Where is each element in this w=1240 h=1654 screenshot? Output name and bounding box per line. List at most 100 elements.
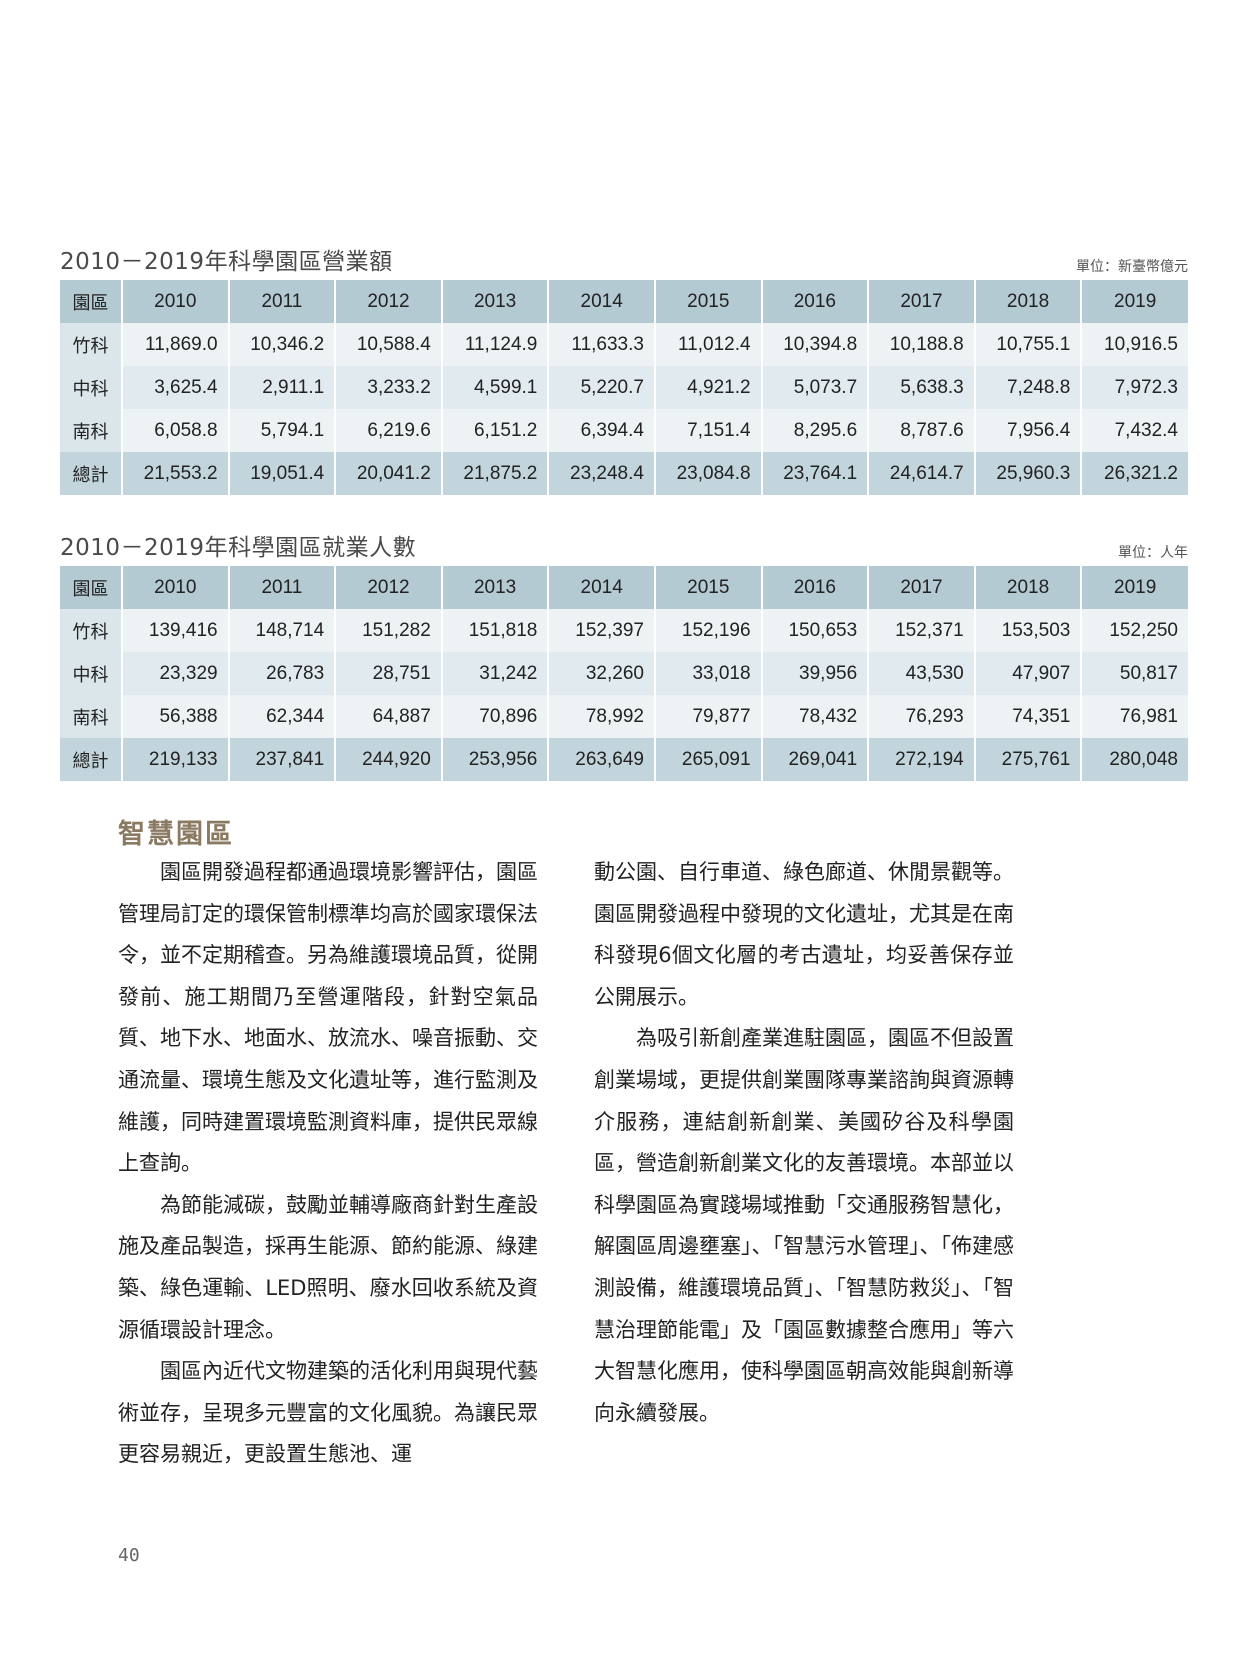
table-cell: 74,351 xyxy=(974,695,1083,738)
employment-table-header: 2010－2019年科學園區就業人數 單位：人年 xyxy=(60,530,1188,566)
column-header-year: 2019 xyxy=(1081,566,1188,609)
paragraph: 園區內近代文物建築的活化利用與現代藝術並存，呈現多元豐富的文化風貌。為讓民眾更容… xyxy=(118,1359,538,1467)
table-cell: 3,625.4 xyxy=(122,366,230,409)
table-header-row: 園區 2010 2011 2012 2013 2014 2015 2016 2017 2018 20… xyxy=(60,566,1188,609)
table-cell: 7,956.4 xyxy=(974,409,1083,452)
column-header-year: 2015 xyxy=(654,280,763,323)
table-cell: 4,599.1 xyxy=(441,366,550,409)
revenue-table-header: 2010－2019年科學園區營業額 單位：新臺幣億元 xyxy=(60,244,1188,280)
table-cell: 7,432.4 xyxy=(1081,409,1188,452)
table-cell: 5,638.3 xyxy=(868,366,976,409)
table-cell: 5,220.7 xyxy=(548,366,656,409)
column-header-year: 2018 xyxy=(974,280,1083,323)
employment-table-title: 2010－2019年科學園區就業人數 xyxy=(60,535,417,561)
table-cell: 6,394.4 xyxy=(548,409,656,452)
table-cell: 280,048 xyxy=(1081,738,1188,781)
table-cell: 3,233.2 xyxy=(335,366,443,409)
table-cell: 24,614.7 xyxy=(868,452,976,495)
table-cell: 26,321.2 xyxy=(1081,452,1188,495)
column-header-year: 2011 xyxy=(228,280,337,323)
table-cell: 21,553.2 xyxy=(122,452,230,495)
table-cell: 253,956 xyxy=(441,738,550,781)
column-header-park: 園區 xyxy=(60,280,123,323)
table-cell: 64,887 xyxy=(335,695,443,738)
table-cell: 10,394.8 xyxy=(761,323,870,366)
column-header-year: 2012 xyxy=(335,566,443,609)
table-cell: 20,041.2 xyxy=(335,452,443,495)
table-cell: 150,653 xyxy=(761,609,870,652)
table-cell: 5,073.7 xyxy=(761,366,870,409)
employment-table: 園區 2010 2011 2012 2013 2014 2015 2016 2017 2018 20… xyxy=(60,566,1188,781)
row-label: 南科 xyxy=(60,695,123,738)
column-header-year: 2017 xyxy=(868,280,976,323)
table-cell: 33,018 xyxy=(654,652,763,695)
table-cell: 8,295.6 xyxy=(761,409,870,452)
table-cell: 152,250 xyxy=(1081,609,1188,652)
table-cell: 263,649 xyxy=(548,738,656,781)
column-header-year: 2017 xyxy=(868,566,976,609)
table-cell: 152,196 xyxy=(654,609,763,652)
column-header-year: 2011 xyxy=(228,566,337,609)
table-cell: 25,960.3 xyxy=(974,452,1083,495)
paragraph: 動公園、自行車道、綠色廊道、休閒景觀等。園區開發過程中發現的文化遺址，尤其是在南… xyxy=(594,860,1014,1009)
section-title: 智慧園區 xyxy=(118,819,234,850)
row-label: 總計 xyxy=(60,452,123,495)
table-cell: 21,875.2 xyxy=(441,452,550,495)
table-cell: 50,817 xyxy=(1081,652,1188,695)
table-cell: 6,219.6 xyxy=(335,409,443,452)
column-header-year: 2013 xyxy=(441,566,550,609)
table-cell: 269,041 xyxy=(761,738,870,781)
table-cell: 237,841 xyxy=(228,738,337,781)
table-cell: 5,794.1 xyxy=(228,409,337,452)
table-cell: 244,920 xyxy=(335,738,443,781)
table-cell: 265,091 xyxy=(654,738,763,781)
table-cell: 11,633.3 xyxy=(548,323,656,366)
column-header-year: 2016 xyxy=(761,566,870,609)
table-cell: 76,293 xyxy=(868,695,976,738)
column-header-year: 2012 xyxy=(335,280,443,323)
table-cell: 6,058.8 xyxy=(122,409,230,452)
table-row: 總計 21,553.2 19,051.4 20,041.2 21,875.2 23,248… xyxy=(60,452,1188,495)
table-cell: 78,432 xyxy=(761,695,870,738)
paragraph: 為節能減碳，鼓勵並輔導廠商針對生產設施及產品製造，採再生能源、節約能源、綠建築、… xyxy=(118,1192,538,1342)
row-label: 中科 xyxy=(60,652,123,695)
row-label: 竹科 xyxy=(60,323,123,366)
table-cell: 23,248.4 xyxy=(548,452,656,495)
table-row: 南科 6,058.8 5,794.1 6,219.6 6,151.2 6,394.4 7,1… xyxy=(60,409,1188,452)
table-cell: 151,818 xyxy=(441,609,550,652)
revenue-table-unit: 單位：新臺幣億元 xyxy=(1076,259,1188,275)
table-cell: 10,755.1 xyxy=(974,323,1083,366)
table-cell: 10,346.2 xyxy=(228,323,337,366)
column-header-park: 園區 xyxy=(60,566,123,609)
table-cell: 152,397 xyxy=(548,609,656,652)
table-cell: 47,907 xyxy=(974,652,1083,695)
table-cell: 23,764.1 xyxy=(761,452,870,495)
table-cell: 2,911.1 xyxy=(228,366,337,409)
row-label: 總計 xyxy=(60,738,123,781)
table-cell: 31,242 xyxy=(441,652,550,695)
table-cell: 10,188.8 xyxy=(868,323,976,366)
table-cell: 11,124.9 xyxy=(441,323,550,366)
column-header-year: 2019 xyxy=(1081,280,1188,323)
table-row: 南科 56,388 62,344 64,887 70,896 78,992 79,877 78… xyxy=(60,695,1188,738)
row-label: 竹科 xyxy=(60,609,123,652)
table-cell: 8,787.6 xyxy=(868,409,976,452)
table-cell: 10,588.4 xyxy=(335,323,443,366)
table-row: 竹科 139,416 148,714 151,282 151,818 152,397 152… xyxy=(60,609,1188,652)
table-row: 總計 219,133 237,841 244,920 253,956 263,649 265… xyxy=(60,738,1188,781)
table-row: 竹科 11,869.0 10,346.2 10,588.4 11,124.9 11,633… xyxy=(60,323,1188,366)
table-cell: 70,896 xyxy=(441,695,550,738)
table-cell: 28,751 xyxy=(335,652,443,695)
table-cell: 7,248.8 xyxy=(974,366,1083,409)
table-cell: 7,972.3 xyxy=(1081,366,1188,409)
row-label: 中科 xyxy=(60,366,123,409)
paragraph: 園區開發過程都通過環境影響評估，園區管理局訂定的環保管制標準均高於國家環保法令，… xyxy=(118,860,538,1176)
table-cell: 26,783 xyxy=(228,652,337,695)
table-cell: 272,194 xyxy=(868,738,976,781)
table-cell: 139,416 xyxy=(122,609,230,652)
table-cell: 153,503 xyxy=(974,609,1083,652)
table-cell: 23,329 xyxy=(122,652,230,695)
table-cell: 6,151.2 xyxy=(441,409,550,452)
table-cell: 32,260 xyxy=(548,652,656,695)
table-cell: 219,133 xyxy=(122,738,230,781)
